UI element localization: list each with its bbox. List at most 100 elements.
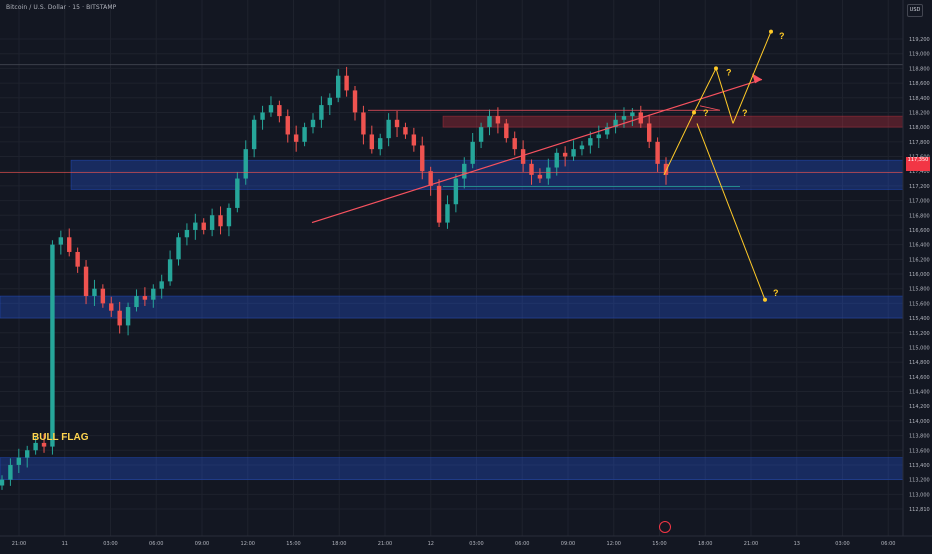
candle-body — [495, 116, 501, 124]
projection-arrowhead — [692, 110, 696, 115]
candle-body — [33, 442, 38, 451]
candle-body — [361, 112, 366, 135]
candle-body — [462, 163, 467, 179]
projection-arrowhead — [763, 297, 767, 302]
candle-body — [529, 163, 534, 175]
price-tick-label: 118,000 — [909, 125, 930, 131]
candle-body — [470, 141, 475, 164]
candle-body — [310, 119, 316, 128]
candle-body — [260, 112, 265, 120]
replay-icon[interactable] — [659, 521, 671, 533]
projection-path — [715, 68, 734, 124]
candle-body — [67, 237, 72, 252]
candle-body — [302, 127, 307, 142]
candle-body — [554, 152, 559, 168]
price-tick-label: 116,000 — [909, 272, 930, 278]
price-axis-bg — [903, 0, 932, 536]
price-tick-label: 114,800 — [909, 360, 930, 366]
candle-body — [394, 119, 400, 128]
time-tick-label: 09:00 — [195, 541, 209, 547]
time-tick-label: 15:00 — [286, 541, 300, 547]
time-tick-label: 12 — [428, 541, 434, 547]
candle-body — [58, 237, 64, 245]
candle-body — [151, 288, 156, 300]
question-mark-annotation: ? — [742, 108, 748, 118]
price-tick-label: 116,600 — [909, 228, 930, 234]
time-tick-label: 03:00 — [835, 541, 849, 547]
candle-body — [25, 450, 30, 458]
projection-arrowhead — [769, 29, 773, 34]
resistance-line-cap — [699, 105, 721, 111]
price-tick-label: 116,800 — [909, 213, 930, 219]
candle-body — [243, 149, 248, 179]
time-tick-label: 13 — [794, 541, 800, 547]
candle-body — [92, 288, 97, 297]
candle-body — [453, 178, 459, 205]
projection-bearish-path — [696, 123, 766, 300]
price-tick-label: 115,200 — [909, 331, 930, 337]
candle-body — [75, 251, 80, 267]
candle-body — [218, 215, 223, 227]
candle-body — [285, 116, 290, 135]
price-zone — [0, 457, 904, 480]
time-tick-label: 06:00 — [515, 541, 529, 547]
price-tick-label: 114,400 — [909, 390, 930, 396]
price-tick-label: 117,800 — [909, 140, 930, 146]
candle-body — [411, 134, 417, 146]
candle-body — [487, 116, 492, 128]
price-tick-label: 118,800 — [909, 66, 930, 72]
time-tick-label: 18:00 — [332, 541, 346, 547]
time-axis: 21:00 11 03:00 06:00 09:00 12:00 15:00 18:00 21:… — [0, 535, 932, 547]
currency-button[interactable]: USD — [907, 4, 923, 17]
candle-body — [504, 123, 509, 139]
candle-body — [235, 178, 240, 208]
candle-body — [109, 303, 114, 311]
time-tick-label: 12:00 — [607, 541, 621, 547]
price-tick-label: 114,000 — [909, 419, 930, 425]
candle-body — [336, 75, 341, 98]
price-tick-label: 118,200 — [909, 110, 930, 116]
time-tick-label: 06:00 — [149, 541, 163, 547]
candle-body — [184, 229, 190, 238]
price-tick-label: 113,600 — [909, 448, 930, 454]
question-mark-annotation: ? — [773, 288, 779, 298]
candle-body — [117, 310, 122, 326]
price-tick-label: 118,600 — [909, 81, 930, 87]
candle-body — [571, 149, 576, 157]
price-zones — [0, 115, 904, 480]
candle-body — [327, 97, 332, 106]
candle-body — [209, 215, 215, 230]
price-tick-label: 115,000 — [909, 345, 930, 351]
time-tick-label: 21:00 — [378, 541, 392, 547]
candle-body — [420, 145, 425, 172]
candle-body — [520, 149, 526, 164]
trendline-ascending — [311, 78, 763, 224]
time-tick-label: 12:00 — [241, 541, 255, 547]
projection-path — [663, 112, 695, 176]
candle-body — [16, 457, 22, 465]
candle-body — [159, 281, 164, 289]
candle-body — [512, 138, 517, 150]
time-tick-label: 11 — [62, 541, 68, 547]
time-tick-label: 06:00 — [881, 541, 895, 547]
time-tick-label: 03:00 — [469, 541, 483, 547]
candle-body — [8, 464, 13, 480]
time-tick-label: 09:00 — [561, 541, 575, 547]
chart-title: Bitcoin / U.S. Dollar · 15 · BITSTAMP — [6, 4, 117, 11]
candle-body — [83, 266, 89, 297]
question-mark-annotation: ? — [703, 108, 709, 118]
candle-body — [193, 222, 198, 230]
price-tick-label: 115,400 — [909, 316, 930, 322]
price-tick-label: 116,400 — [909, 243, 930, 249]
time-tick-label: 21:00 — [12, 541, 26, 547]
candle-body — [579, 145, 585, 150]
candle-body — [319, 105, 324, 120]
projection-path — [732, 31, 772, 124]
candle-body — [293, 134, 299, 142]
price-tick-label: 118,400 — [909, 96, 930, 102]
price-zone — [442, 115, 904, 128]
candle-body — [369, 134, 375, 150]
candle-body — [142, 296, 148, 300]
